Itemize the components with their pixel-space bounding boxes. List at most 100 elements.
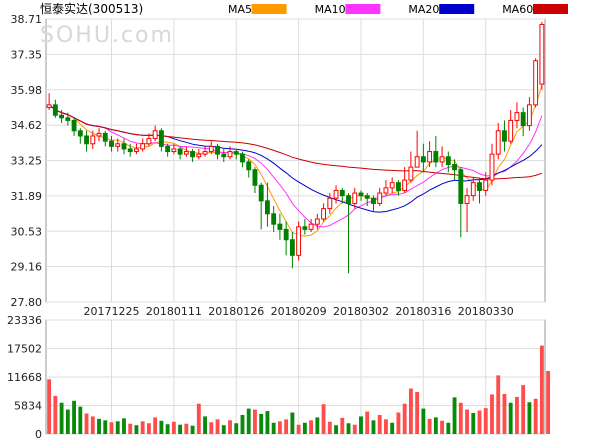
candle-body xyxy=(296,226,302,256)
volume-bar xyxy=(521,385,526,434)
candle-body xyxy=(140,143,146,150)
volume-bars xyxy=(47,345,551,434)
volume-bar xyxy=(178,424,183,434)
volume-bar xyxy=(539,345,544,434)
volume-bar xyxy=(196,403,201,434)
price-tick-label: 29.16 xyxy=(11,261,43,274)
volume-bar xyxy=(421,408,426,434)
volume-bar xyxy=(103,420,108,434)
volume-bar xyxy=(371,420,376,434)
volume-bar xyxy=(277,421,282,434)
candle-body xyxy=(289,239,295,256)
candle-body xyxy=(514,112,520,121)
candle-body xyxy=(121,143,127,150)
volume-bar xyxy=(384,419,388,434)
candle-body xyxy=(196,153,202,158)
date-tick-label: 20180316 xyxy=(395,305,451,318)
candle-body xyxy=(383,187,389,194)
volume-bar xyxy=(402,403,407,434)
volume-bar xyxy=(490,394,494,434)
candle-body xyxy=(152,130,158,140)
volume-bar xyxy=(321,404,326,434)
candle-body xyxy=(183,151,189,155)
date-tick-labels: 20171225 20180111 20180126 20180209 20180302… xyxy=(83,305,513,318)
candle-body xyxy=(258,184,264,202)
volume-bar xyxy=(65,409,70,434)
candle-body xyxy=(84,135,89,145)
candle-body xyxy=(439,156,445,163)
volume-bar xyxy=(115,421,120,434)
volume-bar xyxy=(146,423,151,434)
ma10-line xyxy=(48,104,543,228)
volume-bar xyxy=(171,421,176,434)
candle-body xyxy=(402,179,408,191)
date-tick-label: 20180209 xyxy=(271,305,327,318)
volume-bar xyxy=(415,391,420,434)
volume-bar xyxy=(508,402,513,434)
volume-bar xyxy=(290,412,295,434)
volume-bar xyxy=(408,388,413,434)
candle-body xyxy=(96,132,102,137)
chart-grid xyxy=(45,18,546,435)
volume-bar xyxy=(365,411,370,434)
volume-bar xyxy=(84,413,89,434)
date-tick-label: 20171225 xyxy=(83,305,139,318)
legend-label: MA10 xyxy=(315,3,346,16)
candle-body xyxy=(158,130,164,147)
candle-body xyxy=(215,145,220,155)
candle-body xyxy=(146,138,152,145)
candle-body xyxy=(495,130,501,155)
candle-body xyxy=(464,195,470,204)
candle-body xyxy=(271,213,277,225)
price-tick-label: 34.62 xyxy=(11,119,43,132)
candle-body xyxy=(489,153,495,181)
candle-body xyxy=(208,145,214,153)
volume-bar xyxy=(72,400,77,434)
candle-body xyxy=(277,223,283,230)
volume-bar xyxy=(253,409,257,434)
candle-body xyxy=(427,151,433,163)
volume-bar xyxy=(359,416,363,434)
candle-body xyxy=(346,195,351,204)
volume-bar xyxy=(284,419,289,434)
volume-bar xyxy=(134,425,139,434)
volume-bar xyxy=(240,414,245,434)
candle-body xyxy=(59,114,65,119)
candle-body xyxy=(127,148,133,153)
volume-bar xyxy=(477,410,482,434)
volume-bar xyxy=(215,419,220,434)
volume-bar xyxy=(309,420,314,434)
volume-bar xyxy=(78,406,83,434)
candle-body xyxy=(283,228,289,241)
candle-body xyxy=(227,151,233,158)
volume-bar xyxy=(53,395,58,434)
volume-bar xyxy=(327,421,332,434)
volume-bar xyxy=(446,422,451,434)
volume-bar xyxy=(221,425,226,434)
candle-body xyxy=(314,218,320,225)
candle-body xyxy=(77,130,83,137)
candle-body xyxy=(470,182,476,197)
volume-bar xyxy=(190,425,195,434)
volume-bar xyxy=(390,422,395,434)
candle-body xyxy=(264,200,270,215)
legend-label: MA20 xyxy=(408,3,439,16)
volume-tick-label: 17502 xyxy=(7,343,42,356)
candle-body xyxy=(333,189,339,199)
legend-label: MA5 xyxy=(228,3,252,16)
volume-bar xyxy=(471,412,476,434)
candle-body xyxy=(433,151,439,163)
volume-bar xyxy=(502,393,507,434)
candle-body xyxy=(308,223,314,230)
candlestick-series xyxy=(46,21,545,274)
volume-bar xyxy=(546,370,551,434)
candle-body xyxy=(408,166,414,181)
volume-bar xyxy=(396,412,401,434)
volume-tick-label: 11668 xyxy=(7,371,42,384)
candle-body xyxy=(177,148,183,155)
volume-bar xyxy=(452,397,457,434)
candle-body xyxy=(52,104,58,116)
candle-body xyxy=(389,182,395,189)
volume-bar xyxy=(340,417,345,434)
candle-body xyxy=(252,169,258,186)
